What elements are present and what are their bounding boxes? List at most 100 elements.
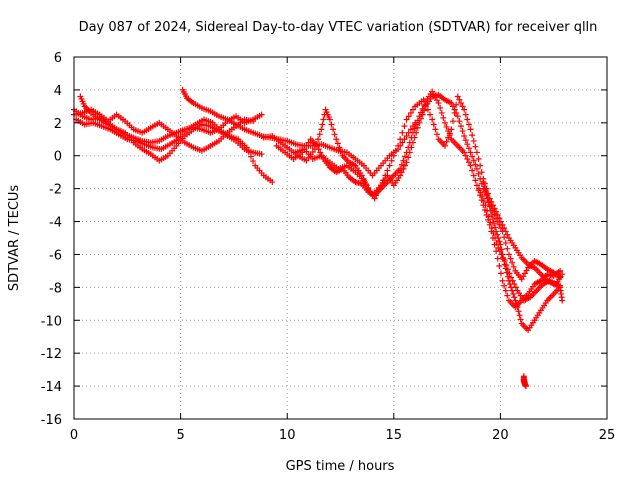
data-point [494,211,501,218]
data-point [499,277,506,284]
data-point [305,139,312,146]
x-tick-label: 20 [492,428,509,443]
data-point [386,162,393,169]
data-point [479,193,486,200]
data-point [465,145,472,152]
data-point [328,121,335,128]
data-point [472,177,479,184]
series-track-10 [476,185,566,304]
data-point [384,167,391,174]
data-point [424,106,431,113]
data-point [414,124,421,131]
data-point [489,202,496,209]
x-axis-label: GPS time / hours [286,459,395,474]
data-point [416,113,423,120]
data-point [510,263,517,270]
data-point [399,139,406,146]
data-point [472,143,479,150]
data-point [430,121,437,128]
data-point [475,156,482,163]
data-point [481,183,488,190]
data-point [559,297,566,304]
data-point [496,215,503,222]
series-outlier-cluster [520,373,529,390]
data-point [465,159,472,166]
x-tick-label: 15 [386,428,403,443]
data-point [489,216,496,223]
data-point [464,116,471,123]
data-point [459,128,466,135]
data-point [559,271,566,278]
data-point [435,100,442,107]
data-point [409,106,416,113]
data-point [501,234,508,241]
data-point [449,103,456,110]
data-point [380,177,387,184]
data-point [502,239,509,246]
data-point [408,134,415,141]
data-point [457,123,464,130]
data-point [490,230,497,237]
data-points [71,86,566,390]
x-tick-label: 10 [279,428,296,443]
data-point [459,103,466,110]
y-tick-label: -2 [49,183,62,198]
data-point [414,117,421,124]
data-point [407,126,414,133]
data-point [258,111,265,118]
data-point [314,142,321,149]
data-point [437,105,444,112]
data-point [403,149,410,156]
data-point [504,292,511,299]
data-point [480,179,487,186]
data-point [511,294,518,301]
data-point [478,169,485,176]
data-point [491,220,498,227]
data-point [502,228,509,235]
data-point [420,96,427,103]
data-point [509,277,516,284]
data-point [488,198,495,205]
data-point [475,170,482,177]
data-point [319,121,326,128]
data-point [336,144,343,151]
data-point [403,132,410,139]
data-point [438,109,445,116]
data-point [406,139,413,146]
data-point [243,144,250,151]
data-point [488,211,495,218]
data-point [326,116,333,123]
data-point [503,262,510,269]
y-tick-label: 6 [54,51,62,66]
data-point [472,161,479,168]
data-point [419,105,426,112]
data-point [499,221,506,228]
data-point [316,131,323,138]
data-point [512,297,519,304]
data-point [509,287,516,294]
data-point [470,137,477,144]
data-point [250,158,257,165]
data-point [360,177,367,184]
data-point [456,96,463,103]
data-point [516,312,523,319]
data-point [462,111,469,118]
data-point [461,149,468,156]
data-point [473,182,480,189]
data-point [480,197,487,204]
data-point [469,167,476,174]
grid [74,57,607,419]
y-axis-label: SDTVAR / TECUs [7,185,22,292]
data-point [473,149,480,156]
data-point [409,129,416,136]
data-point [467,162,474,169]
data-point [464,141,471,148]
data-point [484,195,491,202]
data-point [317,149,324,156]
data-point [392,147,399,154]
data-point [258,151,265,158]
data-point [504,245,511,252]
data-point [330,126,337,133]
